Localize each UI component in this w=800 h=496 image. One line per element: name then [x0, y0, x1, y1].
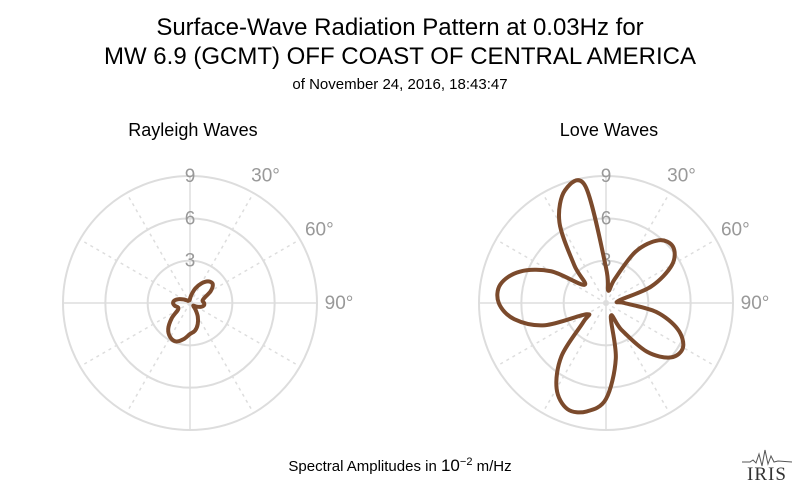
grid-spoke	[541, 192, 607, 304]
grid-spoke	[189, 302, 255, 414]
radiation-pattern-line	[495, 178, 686, 415]
love-panel-title: Love Waves	[559, 120, 659, 140]
radial-tick-label: 6	[601, 208, 612, 229]
grid-spoke	[79, 238, 191, 304]
unit-base: 10	[440, 456, 460, 475]
radial-tick-label: 6	[185, 208, 196, 229]
rayleigh-polar-chart: 3 6 9 30° 60° 90°	[62, 166, 354, 431]
logo-text: IRIS	[747, 464, 787, 485]
radial-tick-label: 3	[185, 251, 196, 272]
angular-tick-label: 60°	[305, 220, 334, 241]
footer-caption: Spectral Amplitudes in 10−2 m/Hz	[0, 456, 800, 476]
grid-spoke	[125, 302, 191, 414]
grid-spoke	[125, 192, 191, 304]
unit-exponent: −2	[459, 456, 473, 468]
angular-tick-label: 90°	[741, 293, 770, 314]
angular-tick-label: 30°	[251, 166, 280, 187]
angular-tick-label: 30°	[667, 166, 696, 187]
title-line-2: MW 6.9 (GCMT) OFF COAST OF CENTRAL AMERI…	[103, 43, 697, 70]
iris-logo: IRIS	[740, 446, 794, 488]
grid-spoke	[189, 302, 301, 368]
subtitle: of November 24, 2016, 18:43:47	[292, 76, 508, 93]
radiation-pattern-line	[166, 279, 215, 344]
grid-spoke	[79, 302, 191, 368]
title-line-1: Surface-Wave Radiation Pattern at 0.03Hz…	[156, 14, 644, 41]
footer-label: Spectral Amplitudes in	[288, 458, 441, 475]
rayleigh-panel-title: Rayleigh Waves	[128, 120, 258, 140]
grid-spoke	[605, 238, 717, 304]
unit-suffix: m/Hz	[472, 458, 512, 475]
grid-spoke	[605, 302, 717, 368]
angular-tick-label: 90°	[325, 293, 354, 314]
love-polar-chart: 369 30°60°90°	[478, 166, 770, 431]
radial-tick-label: 9	[185, 166, 196, 187]
seismogram-icon	[742, 449, 793, 467]
angular-tick-label: 60°	[721, 220, 750, 241]
radial-tick-label: 9	[601, 166, 612, 187]
grid-spoke	[541, 302, 607, 414]
